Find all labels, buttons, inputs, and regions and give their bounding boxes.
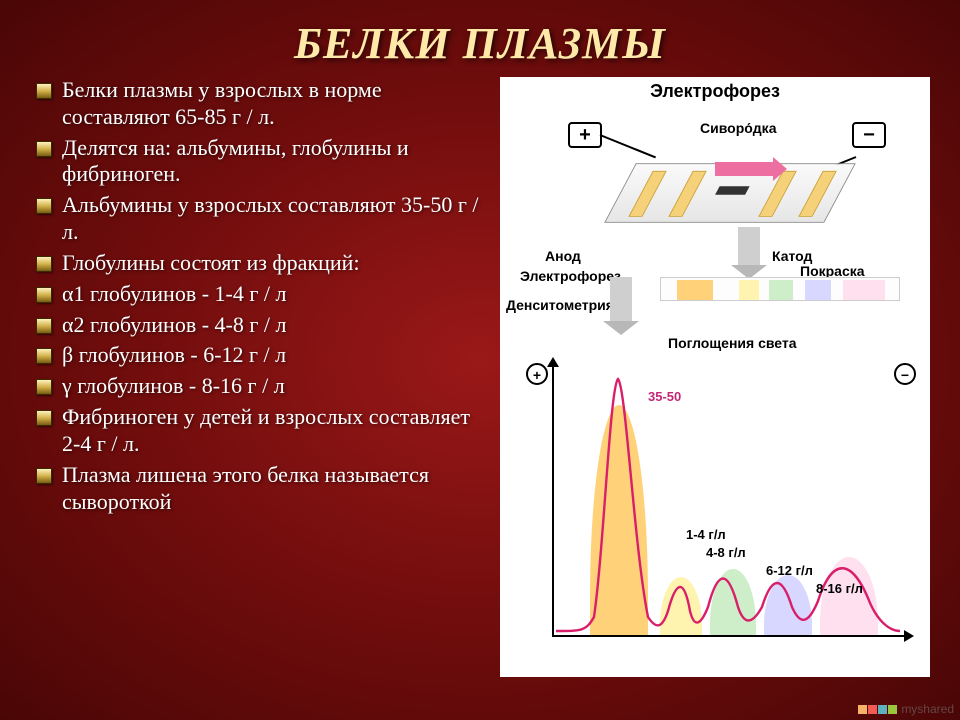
absorption-label: Поглощения света — [668, 335, 797, 351]
gel-lane — [668, 171, 706, 217]
down-arrow-icon — [738, 227, 760, 265]
electrophoresis-label: Электрофорез — [520, 268, 621, 284]
gel-sample — [715, 186, 750, 195]
watermark-text: myshared — [901, 702, 954, 716]
band-a1 — [739, 280, 759, 300]
wire-left — [600, 134, 656, 158]
anode-label: Анод — [545, 248, 581, 264]
bullet-item: Фибриноген у детей и взрослых составляет… — [30, 404, 490, 458]
slide-content: Белки плазмы у взрослых в норме составля… — [0, 77, 960, 677]
slide-title: БЕЛКИ ПЛАЗМЫ — [0, 0, 960, 77]
bullet-item: γ глобулинов - 8-16 г / л — [30, 373, 490, 400]
band-gamma — [843, 280, 885, 300]
diagram-panel: Электрофорез + − Сиворо́дка Анод Катод Э… — [500, 77, 930, 677]
peak-value-albumin: 35-50 — [648, 389, 681, 404]
bullet-item: Глобулины состоят из фракций: — [30, 250, 490, 277]
gel-lane — [798, 171, 836, 217]
bullet-item: α2 глобулинов - 4-8 г / л — [30, 312, 490, 339]
band-a2 — [769, 280, 793, 300]
densitometry-label: Денситометрия — [506, 297, 614, 313]
bullet-item: Альбумины у взрослых составляют 35-50 г … — [30, 192, 490, 246]
bullets-panel: Белки плазмы у взрослых в норме составля… — [30, 77, 500, 677]
densitogram-chart: + − 35-50 1-4 г/л 4-8 г/л 6-12 г/л 8-16 … — [520, 359, 920, 667]
plus-circle-icon: + — [526, 363, 548, 385]
peak-value-beta: 6-12 г/л — [766, 563, 813, 578]
serum-label: Сиворо́дка — [700, 120, 776, 136]
bullet-item: Белки плазмы у взрослых в норме составля… — [30, 77, 490, 131]
plus-electrode-icon: + — [568, 122, 602, 148]
gel-lane — [628, 171, 666, 217]
diagram-title: Электрофорез — [500, 77, 930, 108]
minus-electrode-icon: − — [852, 122, 886, 148]
bullet-list: Белки плазмы у взрослых в норме составля… — [30, 77, 490, 515]
bullet-item: Плазма лишена этого белка называется сыв… — [30, 462, 490, 516]
x-axis — [552, 635, 904, 637]
watermark: myshared — [858, 702, 954, 716]
direction-arrow-icon — [715, 162, 773, 176]
peak-value-a1: 1-4 г/л — [686, 527, 726, 542]
down-arrow-icon — [610, 277, 632, 321]
band-albumin — [677, 280, 713, 300]
bullet-item: Делятся на: альбумины, глобулины и фибри… — [30, 135, 490, 189]
peak-value-a2: 4-8 г/л — [706, 545, 746, 560]
electrophoresis-apparatus: + − Сиворо́дка Анод Катод Электрофорез — [500, 108, 930, 288]
band-beta — [805, 280, 831, 300]
peak-value-gamma: 8-16 г/л — [816, 581, 863, 596]
stained-strip — [660, 277, 900, 301]
bullet-item: α1 глобулинов - 1-4 г / л — [30, 281, 490, 308]
cathode-label: Катод — [772, 248, 812, 264]
bullet-item: β глобулинов - 6-12 г / л — [30, 342, 490, 369]
